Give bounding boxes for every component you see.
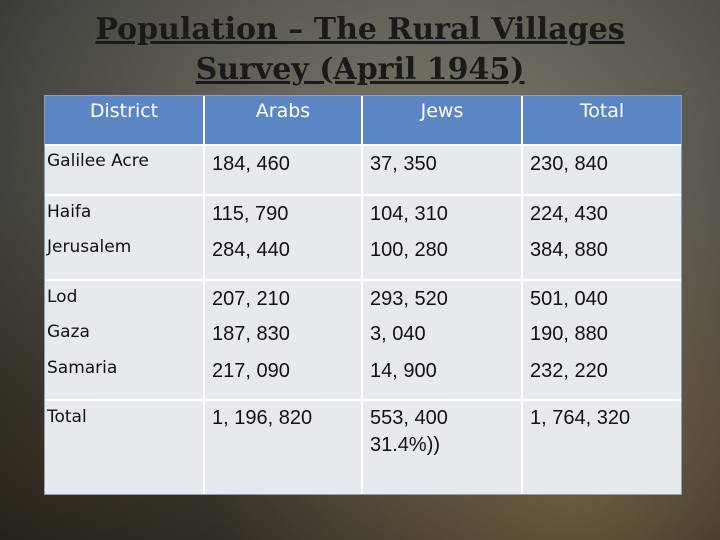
table-row-district: Galilee Acre [47,151,149,171]
cell-arabs: 1, 196, 820 [212,407,313,429]
table-row-district: Lod [47,287,78,307]
table-row-district: Gaza [47,322,90,342]
cell-total: 1, 764, 320 [530,407,631,429]
table-row-district: Total [47,407,87,427]
row-divider [45,194,681,196]
column-divider [361,96,363,494]
table-row-district: Jerusalem [47,237,132,257]
header-jews: Jews [363,96,521,144]
row-divider [45,399,681,401]
cell-jews: 3, 040 [370,323,426,345]
population-table: District Arabs Jews Total Galilee Acre 1… [44,95,682,495]
cell-arabs: 115, 790 [212,203,289,225]
column-divider [203,96,205,494]
title-line-1: Population – The Rural Villages [95,12,625,47]
column-divider [521,96,523,494]
cell-jews: 553, 400 [370,407,448,429]
cell-jews: 104, 310 [370,203,448,225]
table-row-district: Haifa [47,202,92,222]
cell-total: 230, 840 [530,153,608,175]
cell-total: 501, 040 [530,288,608,310]
title-line-2: Survey (April 1945) [195,52,525,87]
cell-total: 224, 430 [530,203,608,225]
header-arabs: Arabs [205,96,361,144]
cell-total: 190, 880 [530,323,608,345]
cell-arabs: 217, 090 [212,360,290,382]
cell-arabs: 184, 460 [212,153,290,175]
cell-arabs: 187, 830 [212,323,290,345]
cell-arabs: 207, 210 [212,288,290,310]
cell-total: 232, 220 [530,360,608,382]
header-total: Total [523,96,681,144]
cell-jews: 100, 280 [370,239,448,261]
row-divider [45,144,681,146]
table-row-district: Samaria [47,358,118,378]
cell-jews: 14, 900 [370,360,437,382]
slide-title: Population – The Rural Villages Survey (… [0,10,720,90]
cell-total: 384, 880 [530,239,608,261]
cell-jews-percent: 31.4%)) [370,434,441,456]
header-district: District [45,96,203,144]
cell-jews: 37, 350 [370,153,437,175]
row-divider [45,279,681,281]
cell-arabs: 284, 440 [212,239,290,261]
cell-jews: 293, 520 [370,288,448,310]
